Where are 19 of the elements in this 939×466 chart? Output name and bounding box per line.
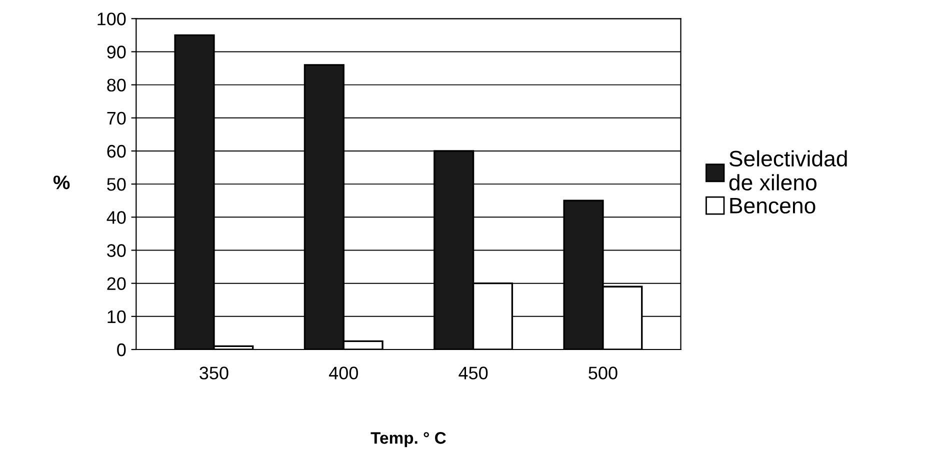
y-tick-label: 90 [107,46,126,58]
y-tick-label: 80 [107,78,126,92]
x-tick-label: 450 [458,366,488,380]
x-tick-label: 350 [200,366,228,380]
y-tick-label: 0 [117,343,126,356]
y-tick-label: 20 [107,277,126,290]
y-tick-label: 50 [107,178,126,191]
x-tick-label: 500 [588,366,618,380]
y-tick-label: 10 [108,310,126,324]
y-tick-label: 40 [106,211,126,224]
legend-label: Benceno [730,198,816,214]
legend-label: Selectividad de xileno [729,150,847,190]
y-tick-label: 100 [98,12,126,26]
y-axis-title: % [53,176,70,190]
y-tick-label: 30 [107,244,126,257]
y-tick-label: 60 [107,144,126,158]
y-tick-label: 70 [107,112,126,125]
x-axis-title: Temp. ° C [370,432,446,448]
x-tick-label: 400 [328,366,358,380]
